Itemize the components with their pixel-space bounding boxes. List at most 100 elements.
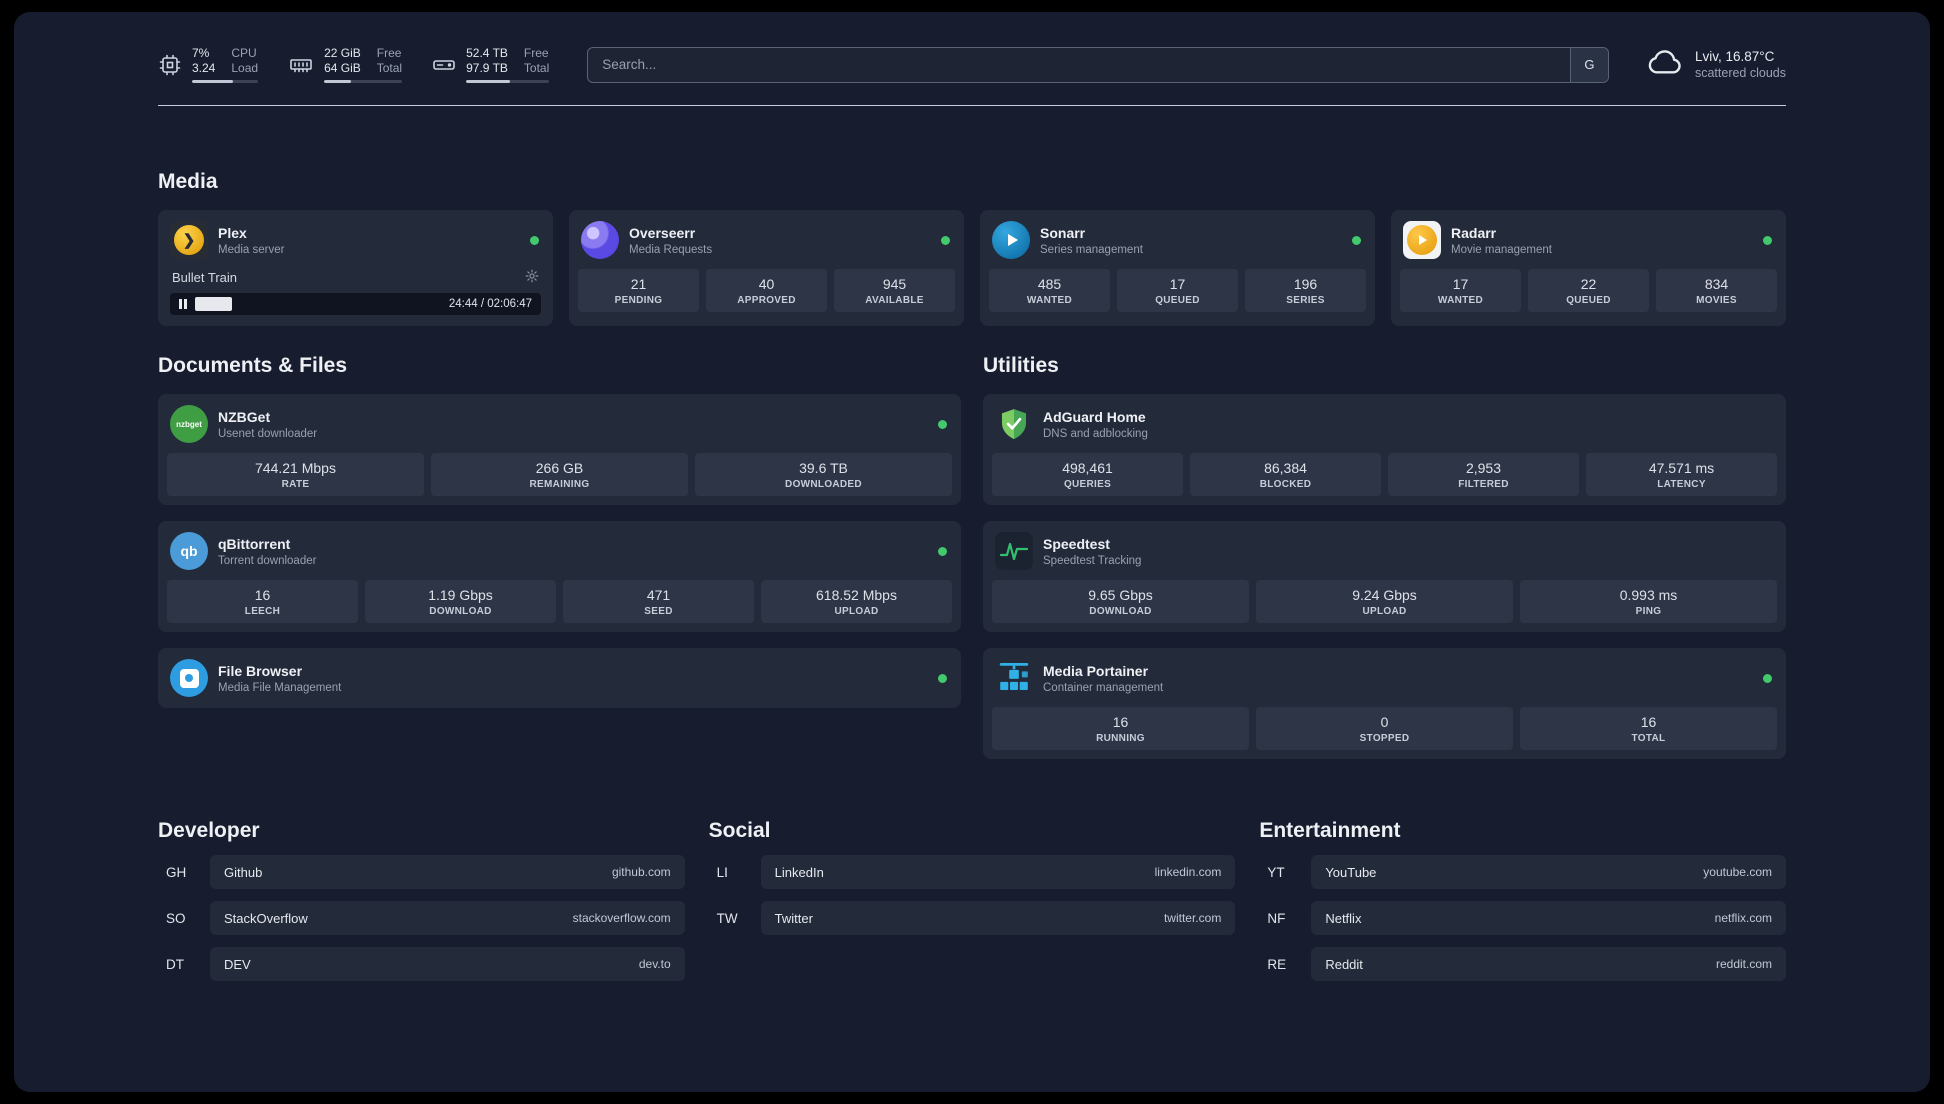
stat-block: 485 WANTED (989, 269, 1110, 312)
app-card-nzbget[interactable]: nzbget NZBGet Usenet downloader 744.21 M… (158, 394, 961, 505)
app-name: File Browser (218, 662, 303, 679)
app-name: NZBGet (218, 408, 271, 425)
app-subtitle: Media Requests (629, 243, 713, 256)
weather-location: Lviv, 16.87°C (1694, 49, 1775, 64)
app-card-overseerr[interactable]: Overseerr Media Requests 21 PENDING 40 A… (569, 210, 964, 326)
status-dot (1763, 235, 1772, 245)
app-card-speedtest[interactable]: Speedtest Speedtest Tracking 9.65 Gbps D… (983, 521, 1786, 632)
app-card-radarr[interactable]: Radarr Movie management 17 WANTED 22 QUE… (1391, 210, 1786, 326)
bookmark-link-dev[interactable]: DEV dev.to (210, 947, 685, 981)
bookmark-abbr: RE (1267, 956, 1287, 972)
cpu-label-2: Load (231, 61, 259, 75)
bookmark-link-netflix[interactable]: Netflix netflix.com (1311, 901, 1786, 935)
cpu-widget: 7% CPU 3.24 Load (158, 46, 259, 83)
search-bar: G (587, 46, 1609, 83)
section-title-documents: Documents & Files (158, 354, 348, 377)
memory-label-1: Free (376, 46, 402, 60)
app-name: Speedtest (1043, 535, 1110, 552)
status-dot (1352, 235, 1361, 245)
adguard-icon (995, 405, 1033, 443)
stat-block: 1.19 Gbps DOWNLOAD (365, 580, 556, 623)
playback-time: 24:44 / 02:06:47 (448, 298, 532, 310)
cpu-load-value: 3.24 (192, 61, 216, 75)
section-title-utilities: Utilities (983, 354, 1059, 377)
stat-block: 21 PENDING (578, 269, 699, 312)
app-subtitle: Speedtest Tracking (1043, 554, 1142, 567)
bookmark-row: NF Netflix netflix.com (1259, 901, 1786, 935)
bookmark-row: LI LinkedIn linkedin.com (709, 855, 1236, 889)
bookmark-row: DT DEV dev.to (158, 947, 685, 981)
stat-block: 0 STOPPED (1256, 707, 1513, 750)
overseerr-icon (581, 221, 619, 259)
player-settings-icon[interactable] (525, 269, 539, 286)
stat-block: 16 LEECH (167, 580, 358, 623)
status-dot (530, 235, 539, 245)
memory-widget: 22 GiB Free 64 GiB Total (288, 46, 403, 83)
stat-block: 0.993 ms PING (1520, 580, 1777, 623)
bookmark-link-stackoverflow[interactable]: StackOverflow stackoverflow.com (210, 901, 685, 935)
stat-block: 2,953 FILTERED (1388, 453, 1579, 496)
app-card-filebrowser[interactable]: File Browser Media File Management (158, 648, 961, 708)
bookmark-row: RE Reddit reddit.com (1259, 947, 1786, 981)
qbittorrent-icon: qb (170, 532, 208, 570)
app-subtitle: Torrent downloader (218, 554, 317, 567)
disk-label-1: Free (523, 46, 549, 60)
nzbget-icon: nzbget (170, 405, 208, 443)
search-provider-button[interactable]: G (1569, 47, 1608, 82)
app-card-plex[interactable]: ❯ Plex Media server Bullet Train (158, 210, 553, 326)
bookmark-link-reddit[interactable]: Reddit reddit.com (1311, 947, 1786, 981)
stat-block: 40 APPROVED (706, 269, 827, 312)
cpu-usage-value: 7% (192, 46, 210, 60)
plex-now-playing-widget: Bullet Train (158, 269, 553, 326)
seek-track[interactable] (195, 297, 441, 311)
app-subtitle: Container management (1043, 681, 1164, 694)
bookmark-abbr: TW (716, 910, 738, 926)
search-input[interactable] (587, 46, 1609, 83)
bookmark-link-github[interactable]: Github github.com (210, 855, 685, 889)
bookmark-abbr: GH (166, 864, 187, 880)
memory-progress-fill (324, 80, 351, 83)
bookmark-group-social: Social LI LinkedIn linkedin.com TW Twitt… (709, 819, 1236, 935)
stat-block: 471 SEED (563, 580, 754, 623)
app-subtitle: Media File Management (218, 681, 342, 694)
bookmark-link-twitter[interactable]: Twitter twitter.com (760, 901, 1236, 935)
cpu-progress-track (192, 80, 259, 83)
stat-block: 47.571 ms LATENCY (1586, 453, 1777, 496)
disk-total-value: 97.9 TB (466, 61, 508, 75)
cpu-progress-fill (192, 80, 233, 83)
disk-progress-track (466, 80, 550, 83)
disk-free-value: 52.4 TB (466, 46, 508, 60)
speedtest-icon (995, 532, 1033, 570)
bookmark-abbr: SO (166, 910, 186, 926)
bookmark-row: TW Twitter twitter.com (709, 901, 1236, 935)
stat-block: 22 QUEUED (1528, 269, 1649, 312)
app-subtitle: DNS and adblocking (1043, 427, 1148, 440)
cloud-icon (1647, 46, 1685, 83)
bookmark-link-youtube[interactable]: YouTube youtube.com (1311, 855, 1786, 889)
app-subtitle: Series management (1040, 243, 1143, 256)
section-utilities: Utilities (983, 354, 1786, 759)
bookmark-link-linkedin[interactable]: LinkedIn linkedin.com (760, 855, 1236, 889)
now-playing-title: Bullet Train (172, 270, 238, 285)
pause-icon[interactable] (179, 299, 187, 309)
cpu-icon (158, 53, 182, 77)
stat-block: 39.6 TB DOWNLOADED (695, 453, 952, 496)
plex-icon: ❯ (170, 221, 208, 259)
portainer-icon (995, 659, 1033, 697)
weather-widget: Lviv, 16.87°C scattered clouds (1647, 46, 1786, 83)
stat-block: 16 TOTAL (1520, 707, 1777, 750)
disk-label-2: Total (523, 61, 550, 75)
app-card-qbittorrent[interactable]: qb qBittorrent Torrent downloader 16 (158, 521, 961, 632)
bookmark-abbr: DT (166, 956, 184, 972)
memory-free-value: 22 GiB (324, 46, 361, 60)
app-card-adguard[interactable]: AdGuard Home DNS and adblocking 498,461 … (983, 394, 1786, 505)
app-card-portainer[interactable]: Media Portainer Container management 16 … (983, 648, 1786, 759)
seek-fill (195, 297, 232, 311)
status-dot (941, 235, 950, 245)
app-subtitle: Usenet downloader (218, 427, 318, 440)
player-progress-bar[interactable]: 24:44 / 02:06:47 (170, 293, 541, 315)
status-dot (1763, 673, 1772, 683)
app-card-sonarr[interactable]: Sonarr Series management 485 WANTED 17 Q… (980, 210, 1375, 326)
filebrowser-icon (170, 659, 208, 697)
section-title-media: Media (158, 170, 218, 193)
